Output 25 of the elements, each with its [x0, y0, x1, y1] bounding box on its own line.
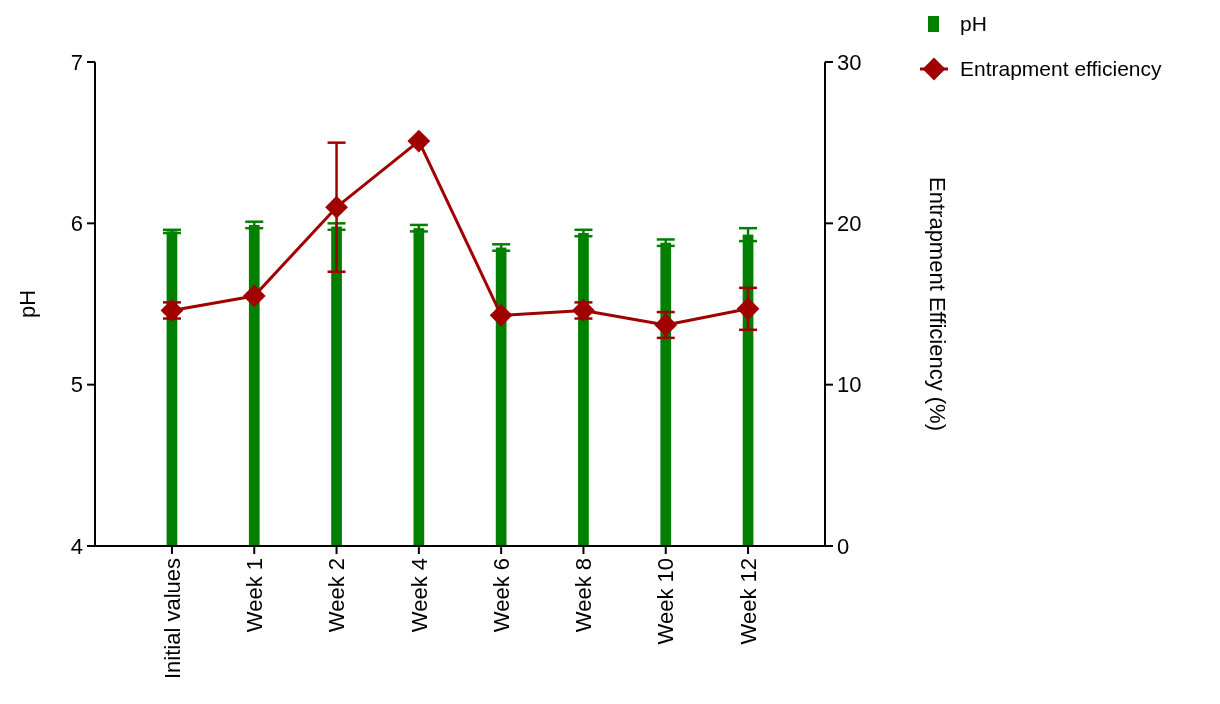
x-tick-label: Week 6	[488, 558, 514, 633]
legend-label: Entrapment efficiency	[960, 57, 1163, 81]
y2-tick-label: 10	[837, 372, 862, 398]
x-tick-label: Week 4	[406, 558, 432, 633]
point	[489, 303, 513, 327]
point	[325, 195, 348, 219]
y-tick-label: 7	[70, 49, 83, 75]
point	[407, 129, 431, 153]
x-tick-label: Initial values	[159, 558, 185, 680]
y2-tick-label: 30	[837, 49, 862, 75]
legend-label: pH	[960, 12, 987, 36]
y-tick-label: 4	[70, 533, 83, 559]
x-tick-label: Week 1	[241, 558, 267, 633]
y-axis-title: pH	[15, 289, 40, 319]
y2-tick-label: 20	[837, 211, 862, 237]
point	[242, 284, 266, 308]
point	[736, 297, 760, 321]
y2-tick-label: 0	[837, 533, 850, 559]
y-tick-label: 6	[70, 211, 83, 237]
x-tick-label: Week 12	[735, 558, 761, 645]
y-tick-label: 5	[70, 372, 83, 398]
x-tick-label: Week 2	[324, 558, 350, 633]
x-tick-label: Week 8	[571, 558, 597, 633]
y2-axis-title: Entrapment Efficiency (%)	[925, 177, 950, 431]
x-tick-label: Week 10	[653, 558, 679, 645]
